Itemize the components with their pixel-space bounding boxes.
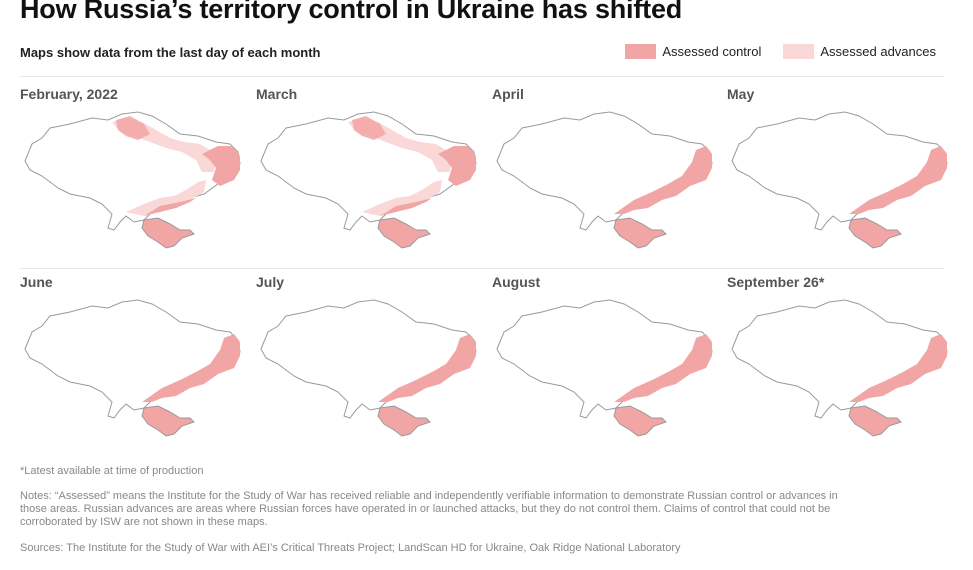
country-outline [496,299,713,419]
control-area-south [380,198,432,216]
map-panel: July [256,274,481,459]
control-area-north [116,116,150,140]
legend-label-control: Assessed control [662,44,762,59]
legend-item-control: Assessed control [625,44,761,59]
ukraine-map [24,111,241,249]
control-area-east [438,146,476,186]
subtitle: Maps show data from the last day of each… [20,45,321,60]
footnote-asterisk: *Latest available at time of production [20,465,204,477]
country-outline [731,111,948,231]
map-panel: June [20,274,245,459]
crimea-control-area [141,405,195,437]
control-area-south [144,198,196,216]
country-outline [24,111,241,231]
control-area-north [352,116,386,140]
control-area-east-south [614,146,712,214]
country-outline [260,299,477,419]
control-area-east [202,146,240,186]
map-panel: May [727,86,952,271]
footnote-notes: Notes: “Assessed” means the Institute fo… [20,490,838,528]
map-panel: August [492,274,717,459]
divider-middle [20,268,944,269]
crimea-control-area [141,217,195,249]
page-title: How Russia’s territory control in Ukrain… [20,0,683,24]
control-area-east-south [614,334,712,402]
control-area-east-south [378,334,476,402]
advances-area-south [126,180,206,216]
map-panel: April [492,86,717,271]
country-outline [260,111,477,231]
crimea-control-area [377,217,431,249]
country-outline [731,299,948,419]
map-panel: March [256,86,481,271]
legend: Assessed control Assessed advances [603,44,936,59]
legend-item-advances: Assessed advances [783,44,936,59]
map-month-label: March [256,86,298,102]
crimea-control-area [613,405,667,437]
country-outline [496,111,713,231]
map-panel: February, 2022 [20,86,245,271]
ukraine-map [24,299,241,437]
map-month-label: February, 2022 [20,86,118,102]
crimea-control-area [848,217,902,249]
map-month-label: June [20,274,53,290]
ukraine-map [260,111,477,249]
map-panel: September 26* [727,274,952,459]
control-area-east-south [142,334,240,402]
crimea-control-area [377,405,431,437]
ukraine-map [496,111,713,249]
control-area-east-south [849,334,947,402]
footnote-sources: Sources: The Institute for the Study of … [20,542,681,554]
legend-label-advances: Assessed advances [820,44,936,59]
divider-top [20,76,944,77]
advances-area-south [362,180,442,216]
legend-swatch-control [625,44,657,59]
crimea-control-area [613,217,667,249]
legend-swatch-advances [783,44,815,59]
ukraine-map [260,299,477,437]
ukraine-map [731,299,948,437]
crimea-control-area [848,405,902,437]
map-month-label: August [492,274,541,290]
control-area-east-south [849,146,947,214]
ukraine-map [496,299,713,437]
country-outline [24,299,241,419]
map-month-label: July [256,274,285,290]
map-month-label: April [492,86,524,102]
map-month-label: May [727,86,755,102]
ukraine-map [731,111,948,249]
map-month-label: September 26* [727,274,825,290]
